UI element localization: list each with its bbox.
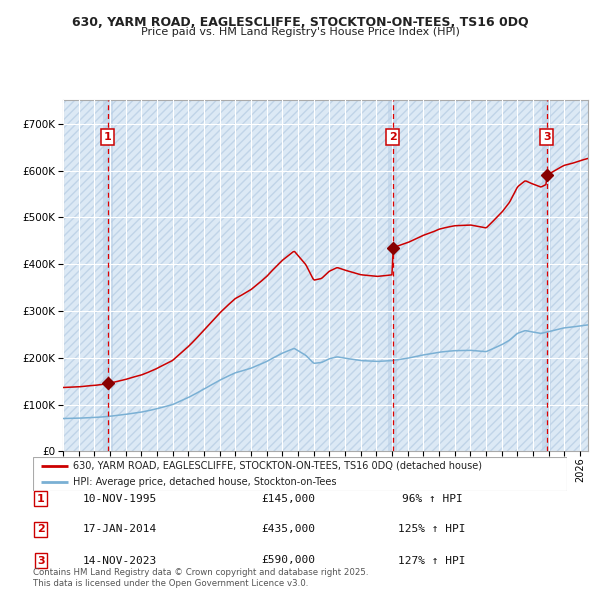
Text: 127% ↑ HPI: 127% ↑ HPI [398, 556, 466, 565]
Text: 3: 3 [543, 132, 550, 142]
Text: 10-NOV-1995: 10-NOV-1995 [83, 494, 157, 503]
Bar [103, 100, 113, 451]
Bar [388, 100, 397, 451]
Text: 630, YARM ROAD, EAGLESCLIFFE, STOCKTON-ON-TEES, TS16 0DQ: 630, YARM ROAD, EAGLESCLIFFE, STOCKTON-O… [71, 16, 529, 29]
Text: 96% ↑ HPI: 96% ↑ HPI [401, 494, 463, 503]
Text: 14-NOV-2023: 14-NOV-2023 [83, 556, 157, 565]
Text: 630, YARM ROAD, EAGLESCLIFFE, STOCKTON-ON-TEES, TS16 0DQ (detached house): 630, YARM ROAD, EAGLESCLIFFE, STOCKTON-O… [73, 461, 482, 471]
Text: Contains HM Land Registry data © Crown copyright and database right 2025.
This d: Contains HM Land Registry data © Crown c… [33, 568, 368, 588]
Text: Price paid vs. HM Land Registry's House Price Index (HPI): Price paid vs. HM Land Registry's House … [140, 28, 460, 37]
Text: 2: 2 [37, 525, 44, 534]
Text: 17-JAN-2014: 17-JAN-2014 [83, 525, 157, 534]
Text: 1: 1 [104, 132, 112, 142]
Text: 1: 1 [37, 494, 44, 503]
Bar [542, 100, 551, 451]
Text: £590,000: £590,000 [261, 556, 315, 565]
Text: 2: 2 [389, 132, 397, 142]
Text: 125% ↑ HPI: 125% ↑ HPI [398, 525, 466, 534]
Text: 3: 3 [37, 556, 44, 565]
Text: £435,000: £435,000 [261, 525, 315, 534]
Text: £145,000: £145,000 [261, 494, 315, 503]
Text: HPI: Average price, detached house, Stockton-on-Tees: HPI: Average price, detached house, Stoc… [73, 477, 337, 487]
